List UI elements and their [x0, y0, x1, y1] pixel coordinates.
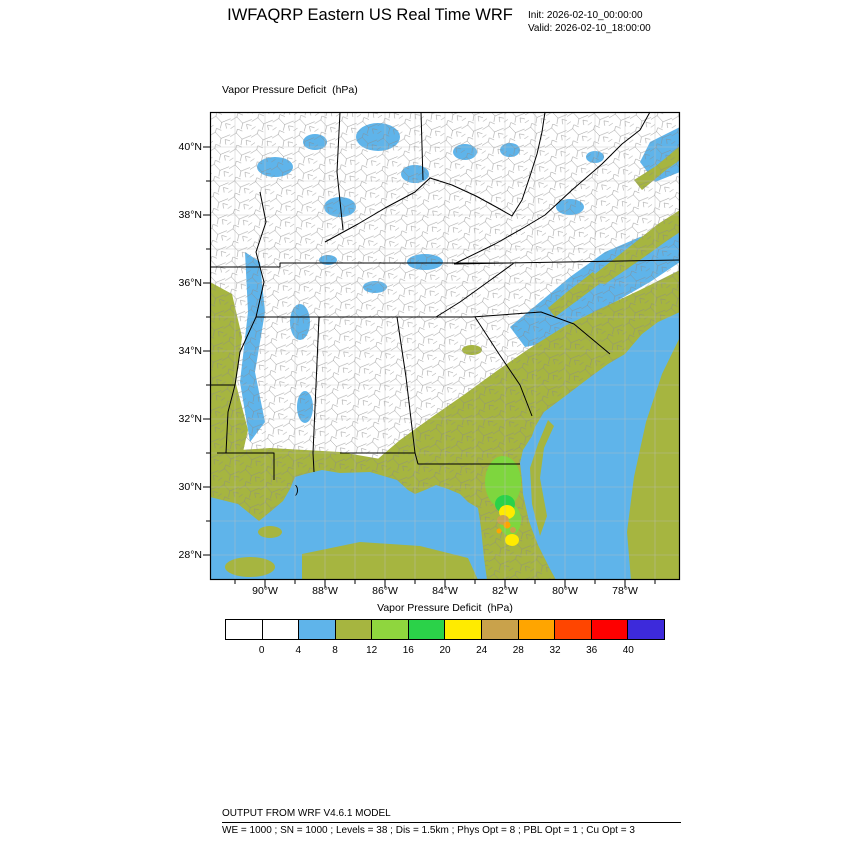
lon-tick-label: 86°W	[372, 585, 398, 597]
lon-tick-label: 82°W	[492, 585, 518, 597]
colorbar-tick: 24	[476, 645, 488, 656]
longitude-axis: 90°W 88°W 86°W 84°W 82°W 80°W 78°W	[210, 585, 680, 599]
lat-tick-label: 30°N	[178, 481, 202, 493]
colorbar-tick: 4	[295, 645, 302, 656]
colorbar-tick: 20	[439, 645, 451, 656]
latitude-axis: 40°N 38°N 36°N 34°N 32°N 30°N 28°N	[158, 112, 206, 580]
lat-tick-label: 28°N	[178, 549, 202, 561]
colorbar-cell	[372, 620, 409, 639]
lat-tick-label: 38°N	[178, 209, 202, 221]
colorbar-cell	[628, 620, 664, 639]
colorbar-tick: 32	[549, 645, 561, 656]
lat-tick-label: 32°N	[178, 413, 202, 425]
lat-tick-label: 34°N	[178, 345, 202, 357]
model-run-info: Init: 2026-02-10_00:00:00 Valid: 2026-02…	[528, 9, 651, 35]
map-stray-annotation: )	[295, 484, 299, 496]
colorbar-tick: 16	[402, 645, 414, 656]
graticule	[210, 112, 680, 580]
lon-tick-label: 78°W	[612, 585, 638, 597]
lon-tick-label: 80°W	[552, 585, 578, 597]
florida-vpd-hotspots	[485, 456, 521, 546]
colorbar-tick: 40	[622, 645, 634, 656]
lat-tick-label: 36°N	[178, 277, 202, 289]
lon-tick-label: 88°W	[312, 585, 338, 597]
colorbar-cell	[482, 620, 519, 639]
colorbar-label: Vapor Pressure Deficit (hPa)	[377, 602, 513, 614]
axis-ticks	[203, 146, 656, 588]
offshore-vpd-green	[225, 337, 680, 580]
map-frame	[209, 111, 681, 581]
colorbar-cell	[555, 620, 592, 639]
wrf-vpd-map: )	[203, 111, 681, 588]
colorbar-tick: 8	[332, 645, 338, 656]
footer-config-line: WE = 1000 ; SN = 1000 ; Levels = 38 ; Di…	[222, 825, 635, 836]
colorbar	[225, 619, 665, 640]
colorbar-cell	[335, 620, 373, 639]
colorbar-tick: 36	[586, 645, 598, 656]
footer: OUTPUT FROM WRF V4.6.1 MODEL WE = 1000 ;…	[222, 808, 681, 837]
colorbar-cell	[518, 620, 556, 639]
colorbar-cell	[262, 620, 300, 639]
colorbar-cell	[445, 620, 483, 639]
lon-tick-label: 90°W	[252, 585, 278, 597]
lon-tick-label: 84°W	[432, 585, 458, 597]
colorbar-tick: 0	[258, 645, 265, 656]
init-time: Init: 2026-02-10_00:00:00	[528, 10, 643, 21]
colorbar-cell	[299, 620, 336, 639]
colorbar-tick-labels: 0 4 8 12 16 20 24 28 32 36 40	[225, 645, 665, 658]
colorbar-tick: 28	[512, 645, 524, 656]
valid-time: Valid: 2026-02-10_18:00:00	[528, 23, 651, 34]
colorbar-cell	[408, 620, 446, 639]
field-label: Vapor Pressure Deficit (hPa)	[222, 84, 358, 96]
state-borders	[210, 111, 681, 480]
colorbar-cell	[226, 620, 263, 639]
footer-divider	[222, 822, 681, 823]
lat-tick-label: 40°N	[178, 141, 202, 153]
colorbar-tick: 12	[366, 645, 378, 656]
footer-model-line: OUTPUT FROM WRF V4.6.1 MODEL	[222, 808, 391, 819]
page-title: IWFAQRP Eastern US Real Time WRF	[227, 6, 513, 24]
colorbar-cell	[591, 620, 629, 639]
